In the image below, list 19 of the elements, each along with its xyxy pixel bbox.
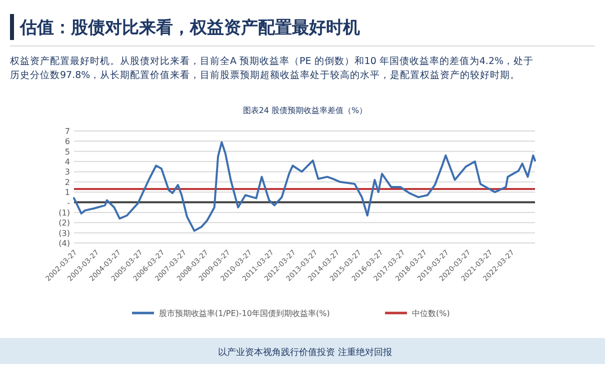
legend-label: 股市预期收益率(1/PE)-10年国债到期收益率(%)	[159, 309, 330, 318]
text: 图表24 股债预期收益率差值（%）	[242, 106, 368, 115]
y-tick-label: (4)	[58, 239, 70, 248]
chart-title: 估值：股债对比来看，权益资产配置最好时机	[19, 18, 360, 38]
y-tick-label: (1)	[58, 208, 70, 218]
chart-subtitle: 权益资产配置最好时机。从股债对比来看，目前全A 预期收益率（PE 的倒数）和10 年国债收益率的差值为4.2%，处于历史分位数97.8%，从长期配置价值来看，目前股票预期超额收益率处于较高的水平，是配置权益资产的较好时期。	[9, 55, 534, 81]
y-tick-label: 7	[64, 127, 70, 136]
line-series	[73, 141, 536, 232]
y-tick-label: 2	[64, 178, 70, 187]
y-tick-label: 4	[64, 158, 70, 167]
y-tick-label: (2)	[58, 218, 70, 228]
y-tick-label: -	[67, 198, 70, 208]
y-tick-label: 3	[64, 168, 70, 177]
text: 以产业资本视角践行价值投资 注重绝对回报	[218, 347, 392, 358]
y-tick-label: (3)	[58, 228, 70, 238]
y-tick-label: 6	[64, 137, 70, 146]
y-tick-label: 5	[64, 147, 70, 156]
legend-label: 中位数(%)	[412, 309, 450, 318]
y-tick-label: 1	[64, 188, 70, 198]
